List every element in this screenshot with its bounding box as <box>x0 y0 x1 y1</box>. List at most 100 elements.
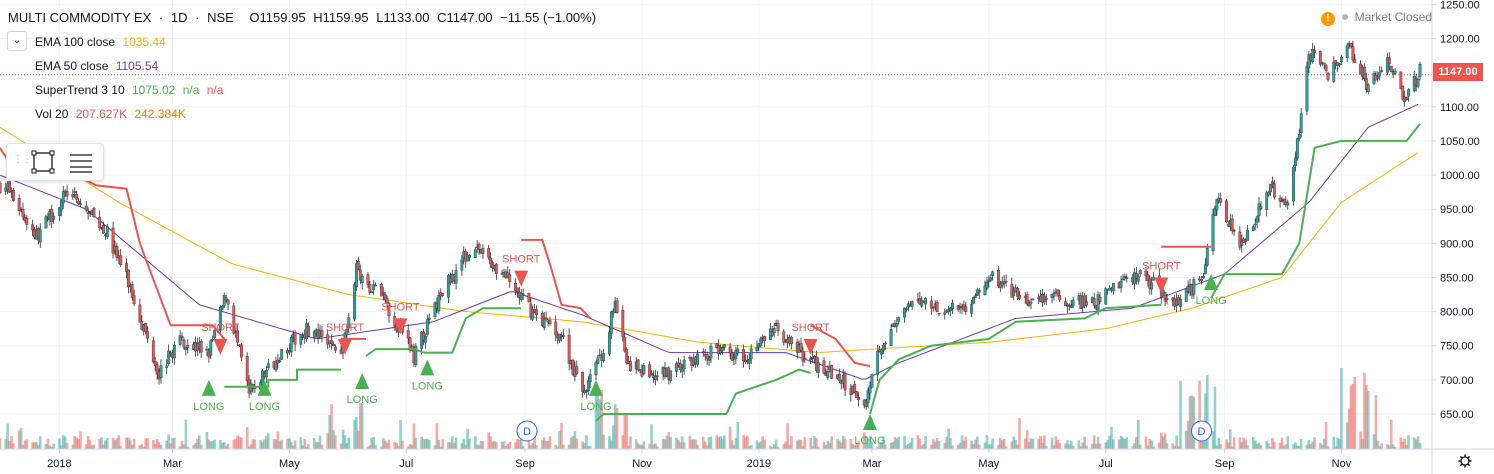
volume-bar <box>811 446 814 449</box>
volume-bar <box>414 437 418 449</box>
volume-bar <box>692 439 696 449</box>
volume-bar <box>654 443 657 449</box>
indicator-volume[interactable]: Vol 20 207.627K 242.384K <box>35 107 186 121</box>
volume-bar <box>828 442 832 449</box>
volume-bar <box>1353 376 1357 449</box>
volume-bar <box>956 444 960 449</box>
candle-body <box>58 207 61 217</box>
volume-bar <box>1265 440 1268 449</box>
volume-bar <box>573 430 577 449</box>
candle-body <box>1225 200 1228 223</box>
candle-body <box>1018 295 1021 300</box>
volume-bar <box>587 446 590 449</box>
candle-body <box>717 345 721 355</box>
volume-bar <box>690 439 694 449</box>
candle-body <box>1098 296 1102 302</box>
volume-bar <box>803 437 807 449</box>
candle-body <box>332 344 335 346</box>
candle-body <box>920 299 924 307</box>
short-signal-label: SHORT <box>502 254 541 266</box>
indicator-ema50[interactable]: EMA 50 close 1105.54 <box>35 59 159 73</box>
candle-body <box>368 284 372 293</box>
indicator-ema100[interactable]: EMA 100 close 1035.44 <box>35 35 166 49</box>
dividend-icon[interactable] <box>1191 420 1213 442</box>
volume-bar <box>265 435 268 449</box>
volume-bar <box>452 442 456 449</box>
volume-bar <box>1407 435 1410 449</box>
volume-bar <box>588 445 592 449</box>
candle-body <box>1366 84 1370 92</box>
candle-body <box>709 345 713 359</box>
candle-body <box>868 385 872 394</box>
volume-bar <box>1259 444 1263 449</box>
volume-bar <box>1311 441 1314 449</box>
settings-lines-icon[interactable] <box>67 148 95 176</box>
candle-body <box>1211 214 1215 252</box>
volume-bar <box>328 414 331 449</box>
candle-body <box>1146 274 1150 281</box>
volume-bar <box>178 446 182 449</box>
candle-body <box>594 362 598 376</box>
candle-body <box>730 352 734 361</box>
volume-bar <box>717 437 720 449</box>
gear-icon[interactable] <box>1458 454 1472 468</box>
volume-bar <box>1349 385 1353 449</box>
indicator-supertrend[interactable]: SuperTrend 3 10 1075.02 n/a n/a <box>35 83 224 97</box>
volume-bar <box>138 445 142 449</box>
candle-body <box>991 271 995 277</box>
volume-bar <box>843 438 847 449</box>
volume-bar <box>1125 437 1129 449</box>
volume-bar <box>1240 442 1244 449</box>
candle-body <box>387 305 391 317</box>
candle-body <box>837 373 841 381</box>
volume-bar <box>634 439 638 449</box>
candle-body <box>866 390 870 404</box>
volume-bar <box>410 444 414 449</box>
time-tick-label: May <box>978 458 999 470</box>
volume-bar <box>127 437 130 449</box>
symbol-name[interactable]: MULTI COMMODITY EX <box>8 10 152 25</box>
volume-bar <box>1361 439 1364 449</box>
candle-body <box>487 248 491 258</box>
candle-body <box>1322 62 1326 65</box>
chevron-down-icon[interactable]: ⌄ <box>7 31 27 51</box>
volume-bar <box>977 444 981 449</box>
rectangle-tool-icon[interactable] <box>29 148 57 176</box>
dividend-icon[interactable] <box>516 420 538 442</box>
volume-bar <box>841 435 845 449</box>
volume-bar <box>1135 437 1138 449</box>
volume-bar <box>1121 437 1125 449</box>
time-axis: 2018 Mar May Jul Sep Nov 2019 Mar May Jul Sep Nov <box>0 448 1494 470</box>
symbol-interval[interactable]: 1D <box>170 10 188 25</box>
volume-bar <box>220 442 224 449</box>
supertrend-segment <box>1210 123 1421 299</box>
candle-body <box>705 354 709 360</box>
candle-body <box>581 371 584 392</box>
candle-body <box>1104 288 1108 305</box>
candle-body <box>385 298 389 304</box>
candle-body <box>924 298 927 305</box>
volume-bar <box>629 436 632 449</box>
candle-body <box>186 345 190 348</box>
volume-bar <box>1280 437 1284 449</box>
ema50-polyline <box>0 103 1419 380</box>
candle-body <box>554 321 558 336</box>
volume-bar <box>742 435 745 449</box>
volume-bar <box>1025 429 1029 449</box>
candle-body <box>1012 290 1016 296</box>
volume-bar <box>1018 418 1021 449</box>
volume-bar <box>46 438 50 449</box>
candle-body <box>1286 202 1290 206</box>
volume-bar <box>638 444 642 449</box>
candle-body <box>274 361 278 371</box>
long-signal-label: LONG <box>854 435 885 447</box>
drag-handle-icon[interactable]: ⋮⋮ <box>13 154 32 165</box>
volume-bar <box>1416 436 1420 449</box>
candle-body <box>414 345 418 365</box>
volume-bar <box>1144 436 1148 449</box>
candle-body <box>588 374 592 382</box>
volume-bar <box>755 440 759 449</box>
exclamation-icon[interactable]: ! <box>1320 12 1335 26</box>
volume-bar <box>261 441 264 449</box>
